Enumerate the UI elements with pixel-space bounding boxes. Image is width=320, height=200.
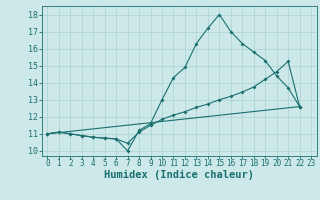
X-axis label: Humidex (Indice chaleur): Humidex (Indice chaleur) — [104, 170, 254, 180]
